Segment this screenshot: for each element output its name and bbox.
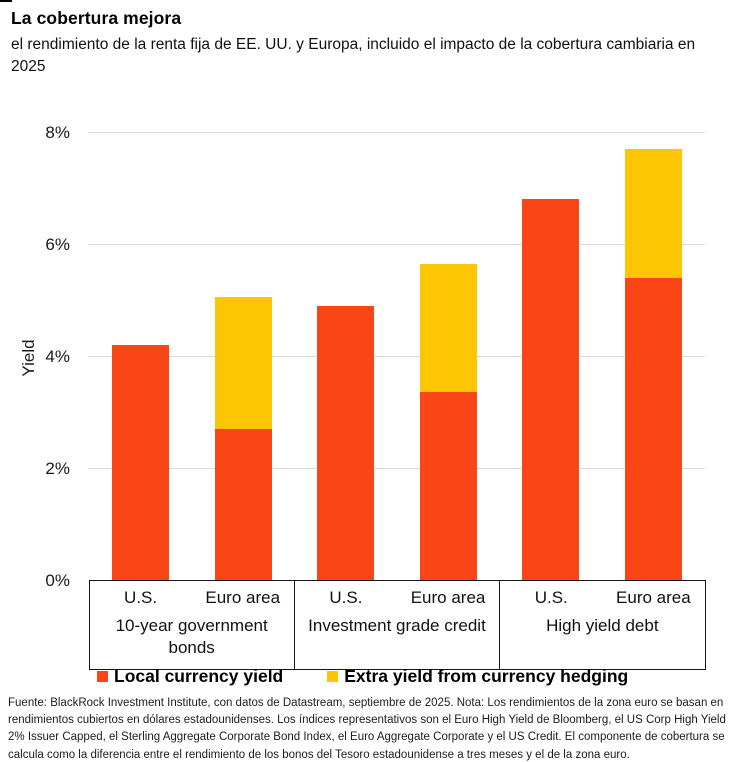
- bar-label: Euro area: [205, 588, 281, 607]
- bar-local-currency-yield: [420, 392, 477, 580]
- y-axis-title: Yield: [19, 339, 38, 377]
- bar-label: Euro area: [410, 588, 486, 607]
- gridline: [88, 243, 705, 245]
- bar-extra-yield-hedging: [420, 263, 477, 393]
- group-label: High yield debt: [546, 616, 659, 635]
- gridline: [88, 467, 705, 469]
- x-axis-group: U.S. Euro area High yield debt: [499, 581, 704, 669]
- x-axis-group: U.S. Euro area 10-year government bonds: [90, 581, 294, 669]
- chart-title: La cobertura mejora: [11, 8, 182, 28]
- bar-local-currency-yield: [625, 277, 682, 580]
- bar-local-currency-yield: [215, 428, 272, 580]
- source-note: Fuente: BlackRock Investment Institute, …: [8, 697, 726, 761]
- bar-labels-row: U.S. Euro area: [295, 588, 499, 608]
- x-axis-category-box: U.S. Euro area 10-year government bonds U.S…: [88, 580, 706, 670]
- bar-extra-yield-hedging: [625, 148, 682, 278]
- x-axis-group: U.S. Euro area Investment grade credit: [293, 581, 499, 669]
- legend-label: Extra yield from currency hedging: [344, 666, 629, 686]
- bar-label: U.S.: [124, 588, 158, 607]
- gridline: [88, 131, 705, 133]
- legend-item: Extra yield from currency hedging: [327, 666, 628, 687]
- bar-local-currency-yield: [317, 305, 374, 580]
- y-axis-tick-label: 4%: [45, 346, 70, 366]
- legend-swatch-icon: [97, 671, 108, 682]
- bar-label: U.S.: [329, 588, 363, 607]
- y-axis-tick-label: 0%: [45, 570, 70, 590]
- bar-label: U.S.: [534, 588, 568, 607]
- bar-extra-yield-hedging: [215, 297, 272, 429]
- bar-local-currency-yield: [112, 344, 169, 580]
- crop-mark: [0, 0, 12, 2]
- bar-label: Euro area: [616, 588, 691, 607]
- chart-subtitle: el rendimiento de la renta fija de EE. U…: [11, 36, 696, 75]
- bar-labels-row: U.S. Euro area: [90, 588, 294, 608]
- gridline: [88, 355, 705, 357]
- y-axis-tick-label: 6%: [45, 234, 70, 254]
- y-axis-tick-label: 8%: [45, 122, 70, 142]
- legend-swatch-icon: [327, 671, 339, 682]
- legend: Local currency yield Extra yield from cur…: [97, 666, 628, 687]
- legend-item: Local currency yield: [97, 666, 283, 687]
- y-axis-tick-label: 2%: [45, 458, 70, 478]
- group-label: Investment grade credit: [308, 616, 486, 635]
- legend-label: Local currency yield: [114, 666, 284, 686]
- bar-local-currency-yield: [522, 199, 579, 580]
- group-label: 10-year government bonds: [115, 616, 268, 657]
- bar-labels-row: U.S. Euro area: [500, 588, 704, 608]
